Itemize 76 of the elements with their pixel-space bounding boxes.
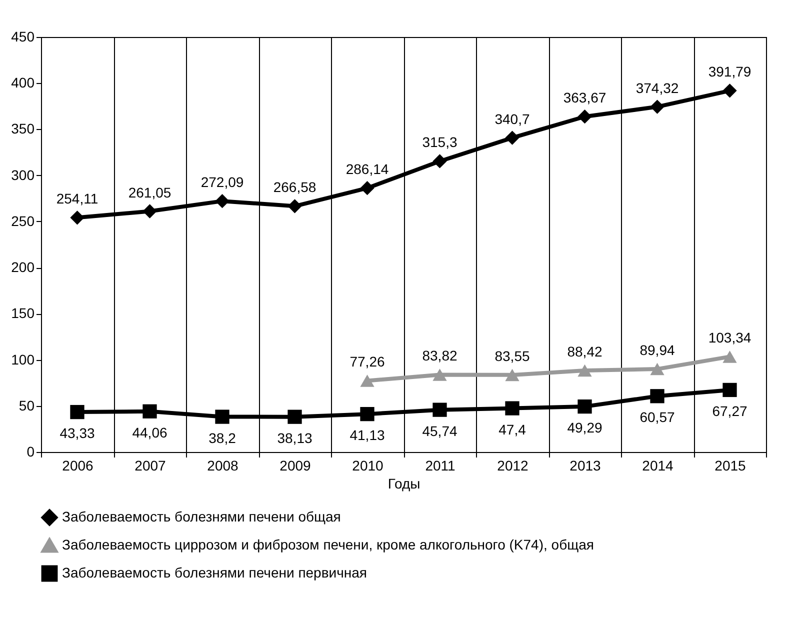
point — [215, 410, 230, 424]
data-label: 315,3 — [422, 134, 458, 150]
y-tick-label: 400 — [11, 74, 35, 91]
point — [505, 130, 520, 145]
point — [578, 364, 592, 377]
point — [288, 410, 302, 424]
x-tick-label: 2015 — [714, 458, 746, 474]
data-label: 261,05 — [128, 184, 172, 200]
point — [578, 110, 592, 124]
data-label: 60,57 — [640, 409, 675, 426]
point — [650, 100, 664, 114]
y-tick-label: 250 — [11, 212, 35, 229]
data-label: 254,11 — [56, 190, 98, 207]
data-label: 374,32 — [636, 80, 679, 96]
point — [722, 382, 737, 398]
data-label: 83,55 — [494, 348, 530, 364]
y-tick-label: 300 — [11, 166, 35, 183]
data-label: 272,09 — [200, 174, 244, 190]
point — [650, 362, 664, 376]
point — [142, 204, 157, 218]
legend-label: Заболеваемость болезнями печени первичная — [62, 564, 367, 580]
x-tick-label: 2009 — [280, 458, 312, 474]
data-label: 363,67 — [563, 90, 606, 106]
point — [288, 199, 302, 214]
legend-label: Заболеваемость болезнями печени общая — [62, 508, 341, 524]
point — [70, 210, 84, 225]
point — [70, 404, 84, 420]
point — [360, 407, 374, 422]
data-label: 89,94 — [640, 342, 675, 358]
point — [142, 404, 157, 418]
data-label: 67,27 — [712, 402, 748, 419]
data-label: 47,4 — [498, 421, 526, 438]
data-label: 43,33 — [60, 425, 95, 442]
data-label: 49,29 — [567, 420, 602, 436]
y-tick-label: 100 — [11, 351, 35, 368]
x-tick-label: 2008 — [207, 458, 239, 474]
x-tick-label: 2013 — [570, 458, 602, 474]
y-tick-label: 150 — [11, 305, 35, 322]
data-label: 38,2 — [208, 430, 236, 446]
data-label: 286,14 — [346, 161, 389, 178]
data-label: 266,58 — [273, 179, 316, 196]
point — [432, 368, 447, 381]
x-tick-label: 2011 — [425, 458, 456, 474]
data-label: 45,74 — [422, 422, 458, 439]
data-label: 44,06 — [132, 424, 168, 440]
point — [578, 399, 592, 414]
data-label: 41,13 — [350, 427, 385, 444]
point — [505, 368, 520, 382]
point — [215, 194, 230, 208]
point — [722, 350, 737, 363]
data-label: 103,34 — [708, 330, 752, 346]
data-label: 83,82 — [422, 348, 458, 364]
data-label: 38,13 — [277, 430, 312, 446]
y-tick-label: 350 — [11, 120, 35, 137]
data-label: 391,79 — [708, 64, 752, 80]
y-tick-label: 0 — [26, 444, 35, 460]
data-label: 88,42 — [567, 343, 602, 360]
point — [722, 84, 737, 98]
y-tick-label: 200 — [11, 259, 35, 276]
legend-label: Заболеваемость циррозом и фиброзом печени, кроме алкогольного (K74), общая — [62, 536, 594, 552]
x-axis-title: Годы — [388, 476, 420, 492]
x-tick-label: 2014 — [642, 458, 674, 474]
point — [432, 154, 447, 168]
y-tick-label: 450 — [11, 28, 35, 44]
point — [650, 389, 664, 404]
point — [360, 374, 374, 387]
point — [360, 181, 374, 196]
data-label: 77,26 — [350, 354, 385, 370]
y-tick-label: 50 — [18, 397, 35, 414]
x-tick-label: 2007 — [134, 458, 166, 474]
x-tick-label: 2010 — [352, 458, 384, 474]
x-tick-label: 2006 — [62, 458, 94, 474]
x-tick-label: 2012 — [497, 458, 529, 474]
point — [505, 401, 520, 416]
data-label: 340,7 — [494, 110, 530, 127]
point — [432, 402, 447, 417]
